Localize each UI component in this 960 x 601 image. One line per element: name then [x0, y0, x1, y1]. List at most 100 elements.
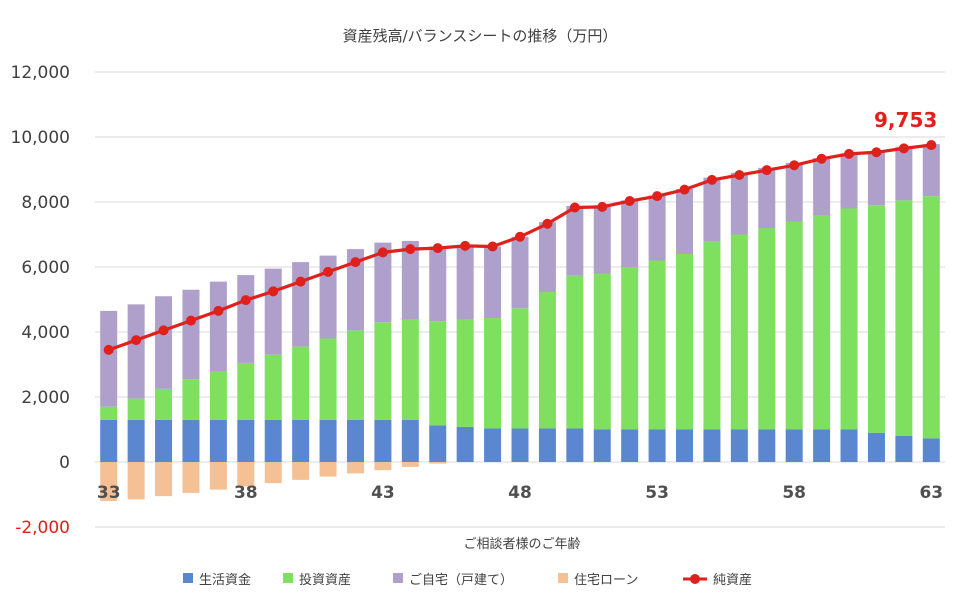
- bar-segment: [621, 200, 639, 267]
- bar-segment: [319, 255, 337, 339]
- bar-segment: [456, 246, 474, 320]
- x-tick-label: 43: [371, 483, 395, 503]
- bar-segment: [155, 296, 173, 389]
- data-point: [487, 241, 498, 252]
- net-assets-line: [103, 140, 937, 355]
- data-point: [652, 191, 663, 202]
- bar-segment: [703, 241, 721, 430]
- bar-segment: [730, 172, 748, 235]
- bar-segment: [209, 281, 227, 371]
- bar-segment: [648, 195, 666, 261]
- value-annotation: 9,753: [874, 108, 937, 132]
- data-point: [268, 286, 279, 297]
- bar-segment: [648, 260, 666, 430]
- bar-segment: [538, 428, 556, 462]
- bar-segment: [730, 234, 748, 430]
- bar-segment: [237, 275, 255, 363]
- data-point: [350, 257, 361, 268]
- bar-segment: [155, 462, 173, 497]
- data-point: [624, 196, 635, 207]
- bar-segment: [401, 462, 419, 467]
- bar-segment: [292, 419, 310, 462]
- bar-segment: [867, 151, 885, 206]
- bar-segment: [730, 429, 748, 462]
- y-tick-label: 0: [59, 453, 70, 473]
- legend-swatch: [558, 573, 568, 583]
- bar-segment: [401, 319, 419, 420]
- bar-segment: [813, 158, 831, 215]
- bar-segment: [374, 419, 392, 462]
- bar-segment: [922, 196, 940, 439]
- bar-segment: [621, 267, 639, 430]
- legend-label: ご自宅（戸建て）: [409, 572, 513, 588]
- bar-segment: [155, 388, 173, 420]
- data-point: [898, 143, 909, 154]
- data-point: [871, 147, 882, 158]
- bar-segment: [429, 462, 447, 464]
- bar-segment: [785, 163, 803, 222]
- data-point: [844, 148, 855, 159]
- data-point: [734, 170, 745, 181]
- bar-segment: [922, 144, 940, 197]
- bar-segment: [155, 419, 173, 462]
- data-point: [460, 240, 471, 251]
- data-point: [789, 160, 800, 171]
- bar-segment: [237, 419, 255, 462]
- data-point: [569, 202, 580, 213]
- legend-swatch: [283, 573, 293, 583]
- bar-segment: [593, 205, 611, 274]
- bar-segment: [621, 429, 639, 462]
- bar-segment: [566, 428, 584, 462]
- bar-segment: [264, 354, 282, 420]
- bar-segment: [867, 432, 885, 462]
- bar-segment: [346, 330, 364, 420]
- data-point: [103, 344, 114, 355]
- bar-segment: [374, 462, 392, 471]
- bar-segment: [182, 462, 200, 493]
- bar-segment: [676, 429, 694, 462]
- bar-segment: [319, 462, 337, 477]
- bar-segment: [100, 310, 118, 407]
- x-tick-label: 33: [97, 483, 121, 503]
- chart-title: 資産残高/バランスシートの推移（万円）: [343, 27, 618, 45]
- bar-segment: [648, 429, 666, 462]
- y-tick-label: 6,000: [21, 258, 70, 278]
- legend-swatch: [183, 573, 193, 583]
- data-point: [816, 153, 827, 164]
- bar-segment: [429, 321, 447, 426]
- bars: [100, 144, 940, 501]
- data-point: [185, 315, 196, 326]
- x-tick-label: 38: [234, 483, 258, 503]
- legend-label: 生活資金: [199, 572, 251, 588]
- bar-segment: [374, 322, 392, 420]
- data-point: [158, 325, 169, 336]
- bar-segment: [456, 426, 474, 462]
- bar-segment: [429, 246, 447, 322]
- data-point: [377, 247, 388, 258]
- data-point: [213, 305, 224, 316]
- bar-segment: [785, 429, 803, 462]
- x-tick-label: 53: [645, 483, 669, 503]
- bar-segment: [785, 221, 803, 430]
- data-point: [240, 295, 251, 306]
- data-point: [597, 201, 608, 212]
- data-point: [515, 231, 525, 242]
- x-tick-label: 58: [782, 483, 806, 503]
- annotations: 9,753: [874, 108, 937, 132]
- bar-segment: [209, 462, 227, 490]
- bar-segment: [922, 438, 940, 462]
- bar-segment: [401, 241, 419, 319]
- bar-segment: [676, 254, 694, 430]
- bar-segment: [292, 462, 310, 480]
- bar-segment: [895, 146, 913, 201]
- bar-segment: [895, 200, 913, 436]
- bar-segment: [182, 419, 200, 462]
- bar-segment: [703, 177, 721, 241]
- bar-segment: [676, 189, 694, 254]
- bar-segment: [264, 268, 282, 355]
- bar-segment: [840, 429, 858, 462]
- bar-segment: [182, 379, 200, 420]
- bar-segment: [182, 289, 200, 380]
- legend-swatch: [393, 573, 403, 583]
- bar-segment: [346, 249, 364, 331]
